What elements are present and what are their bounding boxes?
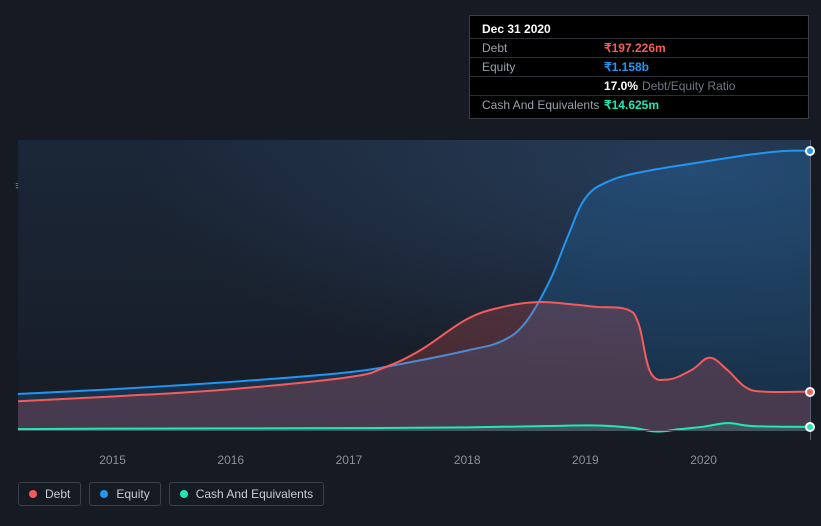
tooltip-row-label: Equity xyxy=(482,59,604,75)
chart-tooltip: Dec 31 2020Debt₹197.226mEquity₹1.158b17.… xyxy=(469,15,809,119)
legend-item-cash[interactable]: Cash And Equivalents xyxy=(169,482,324,506)
tooltip-row-value: 17.0% xyxy=(604,78,638,94)
equity-dot-icon xyxy=(100,490,108,498)
tooltip-row-value: ₹14.625m xyxy=(604,97,659,113)
tooltip-row-note: Debt/Equity Ratio xyxy=(642,78,735,94)
legend-item-equity[interactable]: Equity xyxy=(89,482,160,506)
debt-marker xyxy=(805,387,815,397)
tooltip-row-value: ₹197.226m xyxy=(604,40,666,56)
tooltip-row-label xyxy=(482,78,604,94)
chart-plot[interactable] xyxy=(18,140,810,440)
x-axis-label: 2018 xyxy=(454,453,481,467)
tooltip-row-label: Cash And Equivalents xyxy=(482,97,604,113)
equity-marker xyxy=(805,146,815,156)
chart-baseline xyxy=(18,430,810,431)
legend-item-label: Cash And Equivalents xyxy=(196,487,313,501)
tooltip-row-value: ₹1.158b xyxy=(604,59,649,75)
x-axis-label: 2015 xyxy=(99,453,126,467)
legend-item-label: Debt xyxy=(45,487,70,501)
tooltip-row-label: Debt xyxy=(482,40,604,56)
debt-dot-icon xyxy=(29,490,37,498)
cash-dot-icon xyxy=(180,490,188,498)
tooltip-row: Cash And Equivalents₹14.625m xyxy=(470,96,808,114)
tooltip-header: Dec 31 2020 xyxy=(470,20,808,39)
legend-item-debt[interactable]: Debt xyxy=(18,482,81,506)
x-axis-label: 2017 xyxy=(336,453,363,467)
tooltip-row: Debt₹197.226m xyxy=(470,39,808,58)
x-axis-label: 2020 xyxy=(690,453,717,467)
tooltip-row: 17.0%Debt/Equity Ratio xyxy=(470,77,808,96)
cash-marker xyxy=(805,422,815,432)
chart-legend: Debt Equity Cash And Equivalents xyxy=(18,482,324,506)
chart-container: Dec 31 2020Debt₹197.226mEquity₹1.158b17.… xyxy=(0,0,821,526)
legend-item-label: Equity xyxy=(116,487,149,501)
tooltip-row: Equity₹1.158b xyxy=(470,58,808,77)
x-axis-label: 2019 xyxy=(572,453,599,467)
x-axis-label: 2016 xyxy=(217,453,244,467)
